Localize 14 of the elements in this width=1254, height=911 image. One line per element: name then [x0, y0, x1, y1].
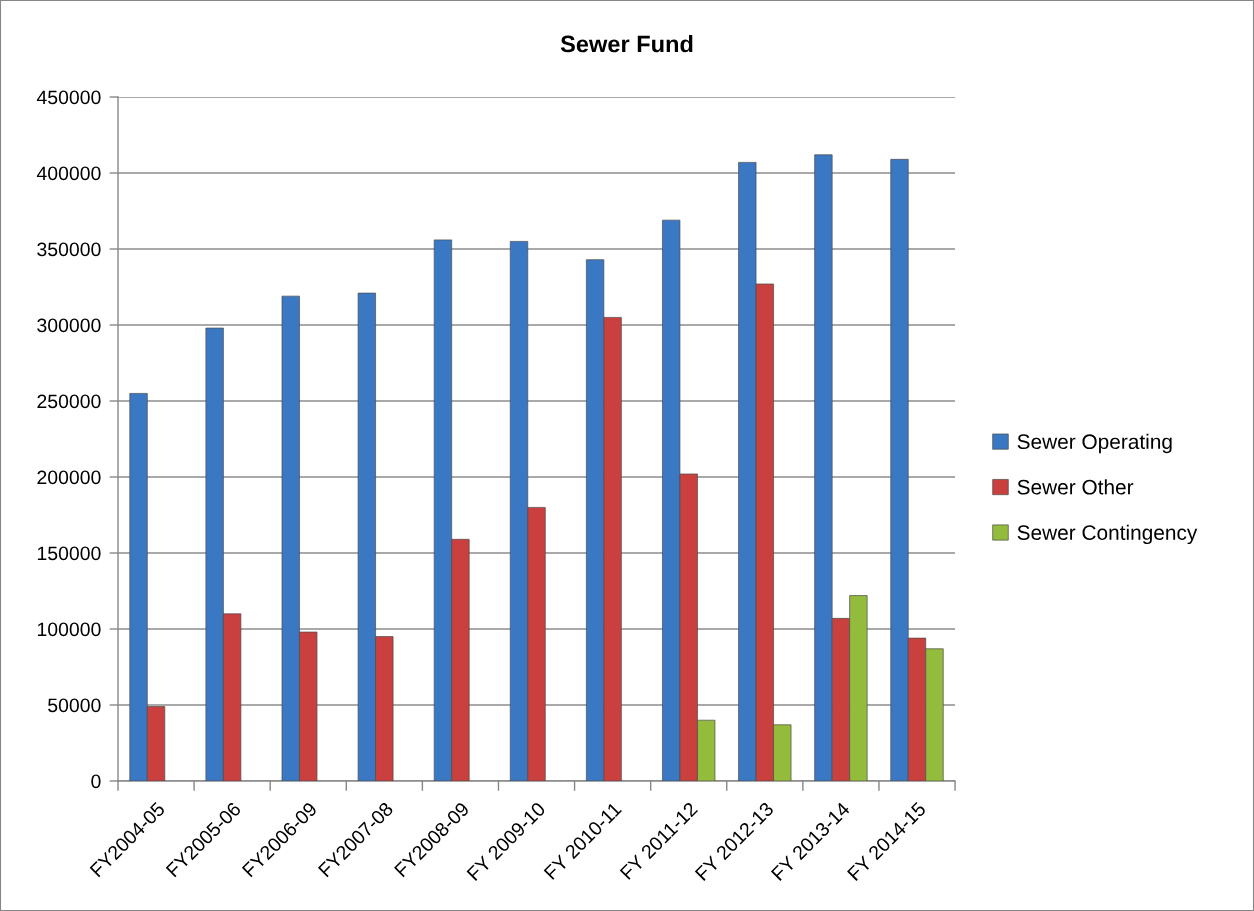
y-tick-label: 250000 — [37, 394, 101, 409]
y-tick-label: 450000 — [36, 90, 101, 105]
y-tick-label: 400000 — [36, 166, 101, 181]
legend-label: Sewer Operating — [1017, 433, 1172, 454]
y-tick-label: 0 — [91, 774, 101, 789]
y-tick-label: 200000 — [37, 470, 101, 485]
y-tick-label: 150000 — [37, 546, 101, 561]
chart-title: Sewer Fund — [560, 35, 693, 53]
y-tick-label: 50000 — [48, 698, 101, 713]
y-tick-label: 350000 — [37, 242, 101, 257]
y-tick-label: 300000 — [37, 318, 101, 333]
legend-label: Sewer Other — [1017, 479, 1134, 495]
legend-label: Sewer Contingency — [1017, 524, 1198, 545]
y-tick-label: 100000 — [37, 622, 101, 637]
